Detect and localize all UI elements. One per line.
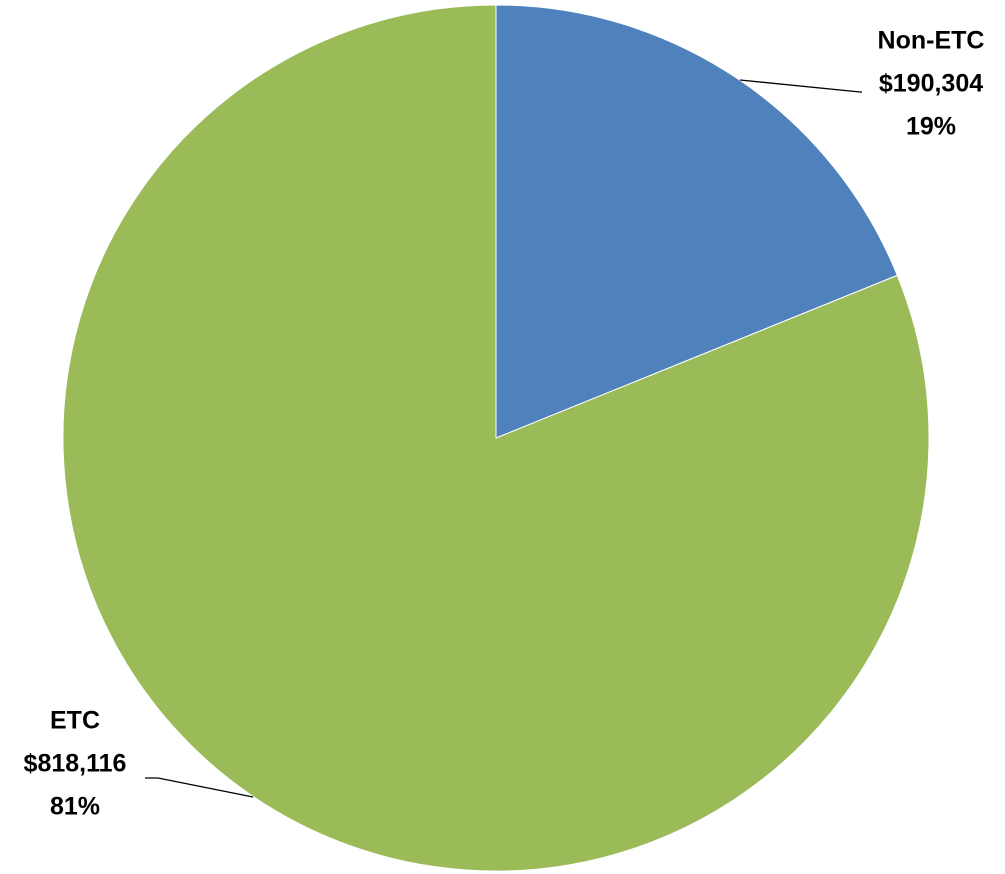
value-label: $190,304 xyxy=(879,70,983,98)
leader-line xyxy=(739,79,862,93)
value-label: $818,116 xyxy=(24,750,127,778)
pie-slice xyxy=(62,4,930,872)
category-label: ETC xyxy=(50,707,100,735)
pie-slice xyxy=(495,4,898,439)
category-label: Non-ETC xyxy=(878,27,985,55)
percent-label: 19% xyxy=(906,113,956,141)
percent-label: 81% xyxy=(50,793,100,821)
leader-line xyxy=(145,777,254,798)
